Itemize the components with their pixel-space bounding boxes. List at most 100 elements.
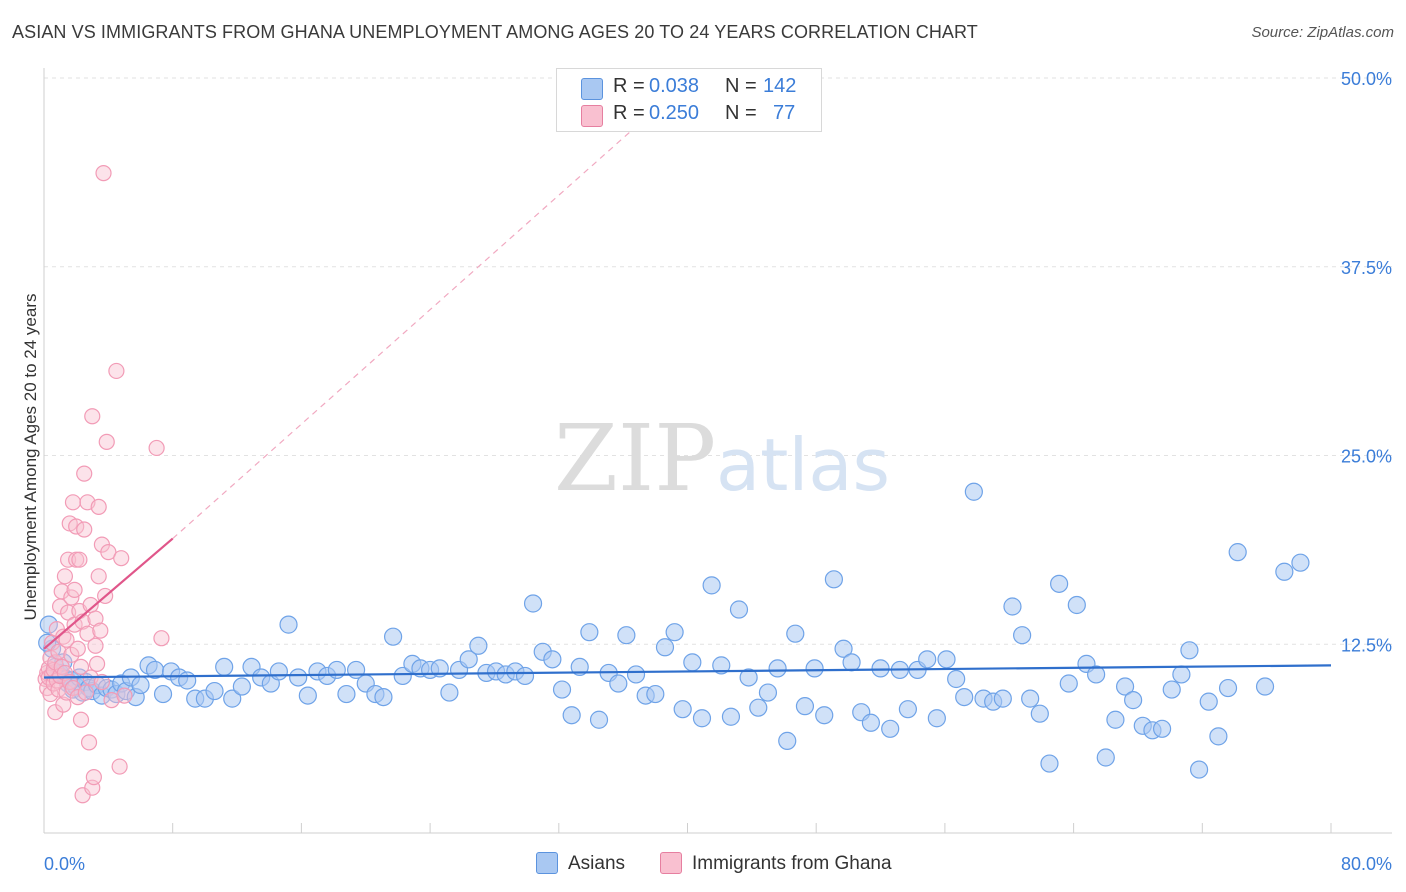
- ghana-trend-extension: [172, 130, 632, 539]
- asians-point: [947, 669, 966, 689]
- asians-point: [702, 576, 721, 595]
- ghana-point: [55, 696, 72, 713]
- ghana-point: [90, 498, 107, 515]
- ghana-point: [66, 581, 83, 598]
- asians-point: [552, 680, 572, 699]
- ghana-point: [42, 685, 59, 703]
- ghana-points: [37, 165, 170, 804]
- x-tick-label-max: 80.0%: [1341, 854, 1392, 874]
- asians-point: [1059, 674, 1078, 693]
- ghana-point: [79, 625, 96, 642]
- asians-point: [337, 684, 356, 704]
- ghana-point: [63, 646, 80, 663]
- asians-point: [1096, 748, 1115, 767]
- asians-point: [1275, 562, 1294, 581]
- ghana-point: [87, 637, 104, 654]
- chart-title: ASIAN VS IMMIGRANTS FROM GHANA UNEMPLOYM…: [12, 22, 978, 42]
- asians-point: [440, 683, 459, 702]
- legend-r-value: 0.038: [649, 75, 700, 97]
- legend-n-label: N =: [725, 102, 757, 124]
- asians-point: [393, 666, 412, 686]
- asians-point: [459, 650, 478, 669]
- ghana-point: [92, 622, 109, 639]
- legend-r-value: 0.250: [649, 102, 700, 124]
- x-ticks: [172, 823, 1332, 833]
- y-axis-label: Unemployment Among Ages 20 to 24 years: [21, 294, 40, 621]
- asians-point: [617, 626, 636, 645]
- watermark-atlas: atlas: [716, 423, 890, 507]
- y-tick-label: 50.0%: [1341, 69, 1392, 89]
- legend-n-value: 142: [763, 75, 797, 97]
- asians-point: [646, 684, 665, 704]
- asians-point: [712, 656, 731, 675]
- asians-point: [758, 683, 778, 702]
- ghana-point: [90, 568, 107, 585]
- asians-point: [1106, 710, 1125, 729]
- asians-point: [1050, 574, 1069, 593]
- ghana-point: [50, 643, 67, 660]
- asians-point: [1021, 689, 1040, 708]
- asians-point: [1189, 760, 1209, 779]
- axes: [43, 68, 1392, 834]
- asians-point: [374, 687, 393, 707]
- asians-point: [729, 600, 749, 619]
- asians-point: [1067, 595, 1086, 615]
- asians-point: [232, 677, 251, 696]
- ghana-point: [111, 758, 128, 775]
- ghana-point: [69, 688, 86, 706]
- asians-point: [805, 659, 824, 678]
- asians-point: [383, 627, 403, 646]
- ghana-point: [87, 610, 104, 627]
- ghana-point: [85, 769, 102, 786]
- legend-n-label: N =: [725, 75, 757, 97]
- asians-point: [39, 615, 58, 634]
- asians-point: [131, 675, 150, 695]
- asians-point: [955, 687, 974, 707]
- asians-point: [842, 653, 861, 672]
- asians-point: [918, 650, 937, 669]
- asians-point: [1199, 692, 1218, 711]
- asians-point: [795, 697, 815, 716]
- asians-point: [993, 689, 1012, 708]
- asians-point: [178, 671, 197, 690]
- asians-point: [1291, 553, 1310, 572]
- legend-row-ghana: R = 0.250 N = 77: [557, 102, 819, 128]
- asians-point: [898, 700, 917, 719]
- asians-point: [778, 731, 797, 750]
- asians-point: [692, 709, 712, 728]
- asians-point: [964, 482, 983, 501]
- asians-point: [298, 686, 317, 705]
- ghana-trend-line: [43, 537, 174, 650]
- legend-row-asians: R = 0.038 N = 142: [557, 75, 819, 101]
- ghana-point: [93, 673, 111, 691]
- asians-point: [269, 662, 288, 681]
- ghana-point: [71, 551, 88, 568]
- trend-lines: [43, 130, 1332, 679]
- asians-point: [1218, 678, 1238, 698]
- y-tick-label: 37.5%: [1341, 258, 1392, 278]
- asians-point: [589, 710, 609, 729]
- asians-point: [469, 636, 488, 655]
- bottom-legend-swatch-ghana: [660, 852, 682, 874]
- legend-r-label: R =: [613, 75, 645, 97]
- asians-point: [1172, 665, 1191, 684]
- asians-point: [834, 639, 853, 658]
- ghana-point: [72, 711, 90, 728]
- y-tick-label: 12.5%: [1341, 635, 1392, 655]
- ghana-point: [53, 583, 70, 600]
- asians-point: [927, 709, 946, 728]
- ghana-point: [80, 734, 98, 751]
- asians-point: [1003, 597, 1022, 616]
- ghana-point: [98, 433, 115, 451]
- asians-point: [673, 700, 692, 719]
- asians-point: [861, 713, 880, 732]
- asians-point: [1124, 691, 1143, 710]
- asians-point: [824, 570, 843, 589]
- ghana-point: [84, 408, 101, 425]
- ghana-point: [58, 631, 75, 648]
- ghana-point: [69, 640, 86, 657]
- asians-point: [289, 668, 308, 687]
- asians-point: [215, 657, 234, 677]
- asians-point: [655, 638, 675, 657]
